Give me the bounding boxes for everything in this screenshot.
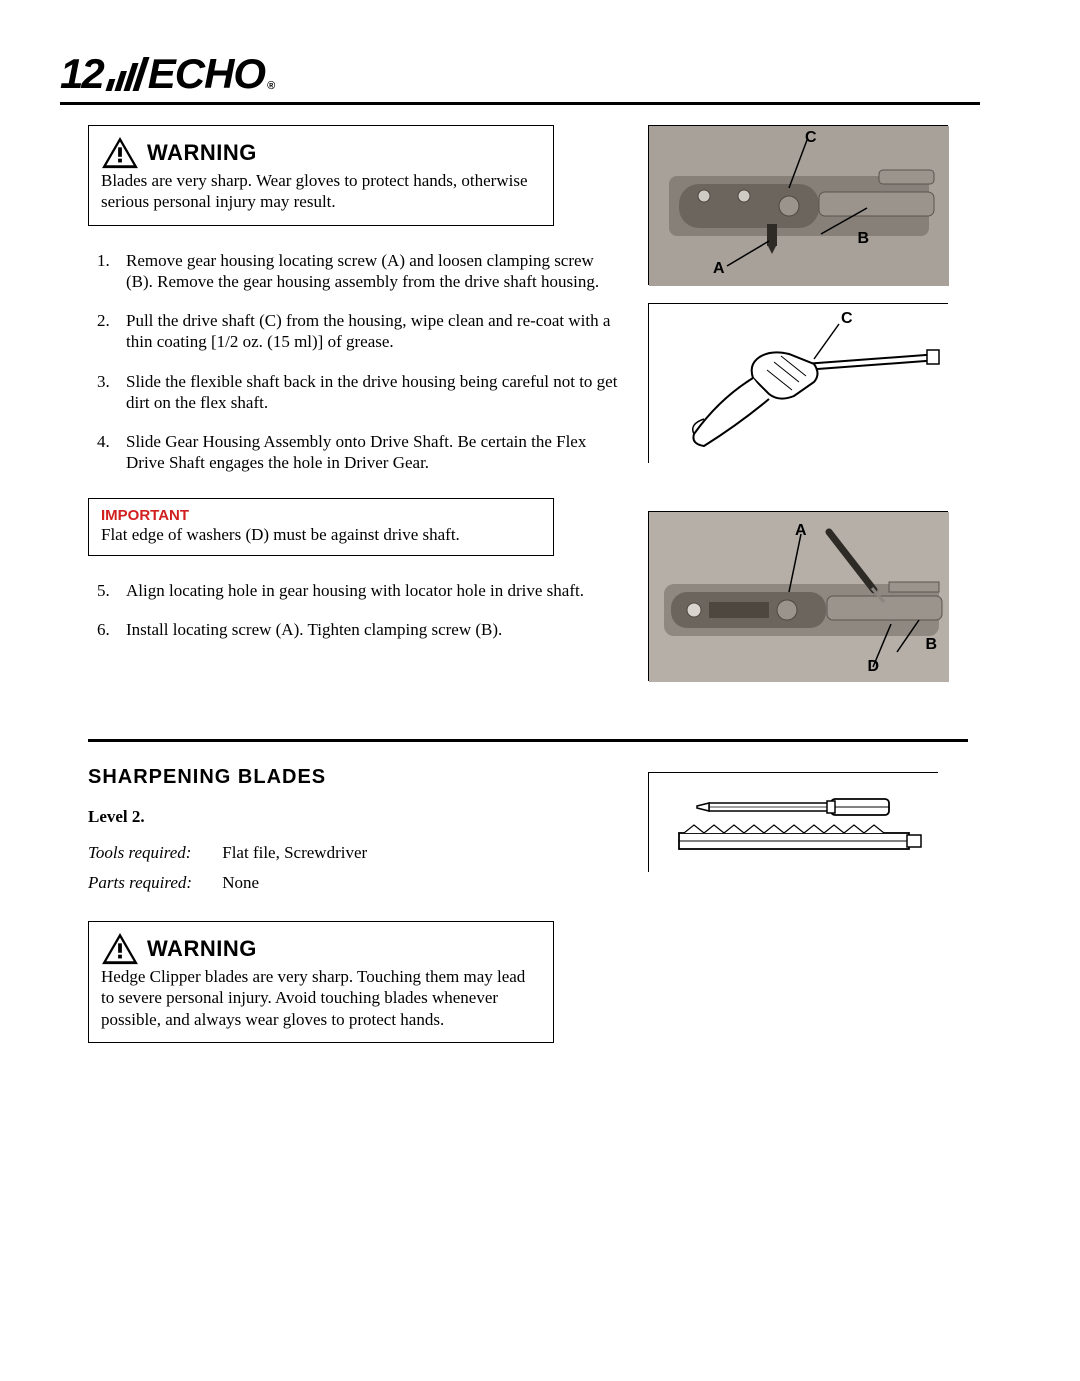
step-item: Slide Gear Housing Assembly onto Drive S… [114,431,618,474]
warning-triangle-icon [101,136,139,170]
section-sharpening: SHARPENING BLADES Level 2. Tools require… [60,766,980,1067]
brand-logo: ECHO ® [111,50,272,98]
page-number: 12 [60,50,103,98]
important-title: IMPORTANT [101,507,541,524]
tools-required: Tools required: Flat file, Screwdriver [88,843,618,863]
logo-bars-icon [105,57,149,91]
figure-label-a: A [795,522,807,540]
warning-body: Blades are very sharp. Wear gloves to pr… [101,170,541,213]
figure-label-d: D [867,658,879,676]
parts-required-label: Parts required: [88,873,218,893]
step-item: Pull the drive shaft (C) from the housin… [114,310,618,353]
logo-text: ECHO [148,50,265,98]
important-callout: IMPORTANT Flat edge of washers (D) must … [88,498,554,556]
figure-label-c: C [805,129,817,147]
important-body: Flat edge of washers (D) must be against… [101,524,541,545]
header-rule [60,102,980,105]
registered-symbol: ® [267,80,274,92]
warning-title: WARNING [147,140,257,166]
figure-file-and-blade [648,772,938,872]
figure-photo-gear-housing: C B A [648,125,948,285]
figure-label-b: B [925,636,937,654]
section-driveshaft: WARNING Blades are very sharp. Wear glov… [60,125,980,699]
warning-callout-2: WARNING Hedge Clipper blades are very sh… [88,921,554,1043]
figure-label-a: A [713,260,725,278]
figure-lineart-driveshaft: C [648,303,948,463]
procedure-steps-b: Align locating hole in gear housing with… [88,580,618,641]
section-rule [88,739,968,742]
figure-label-b: B [857,230,869,248]
warning-callout-1: WARNING Blades are very sharp. Wear glov… [88,125,554,226]
step-item: Slide the flexible shaft back in the dri… [114,371,618,414]
figure-photo-reassembly: A B D [648,511,948,681]
section-title: SHARPENING BLADES [88,766,618,789]
tools-required-value: Flat file, Screwdriver [222,843,367,862]
warning-title: WARNING [147,936,257,962]
warning-body: Hedge Clipper blades are very sharp. Tou… [101,966,541,1030]
step-item: Align locating hole in gear housing with… [114,580,618,601]
figure-label-c: C [841,310,853,328]
parts-required-value: None [222,873,259,892]
level-label: Level 2. [88,807,618,827]
parts-required: Parts required: None [88,873,618,893]
warning-triangle-icon [101,932,139,966]
procedure-steps-a: Remove gear housing locating screw (A) a… [88,250,618,474]
step-item: Install locating screw (A). Tighten clam… [114,619,618,640]
tools-required-label: Tools required: [88,843,218,863]
page-header: 12 ECHO ® [60,50,980,98]
step-item: Remove gear housing locating screw (A) a… [114,250,618,293]
